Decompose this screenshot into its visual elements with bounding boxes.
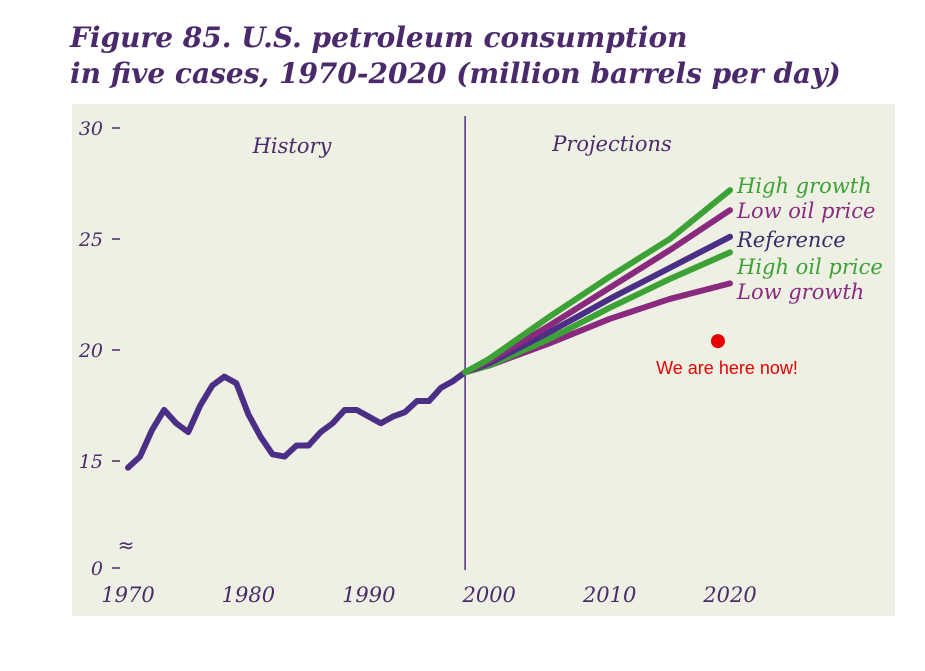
chart-title-line-1: Figure 85. U.S. petroleum consumption <box>70 21 688 54</box>
region-label-history: History <box>252 134 333 158</box>
y-tick-label: 0 <box>91 558 103 580</box>
y-tick-label: 30 <box>79 118 103 140</box>
series-label-reference: Reference <box>736 228 846 252</box>
line-layer <box>125 187 733 471</box>
x-tick-label: 2000 <box>461 583 515 607</box>
x-tick-label: 1970 <box>101 583 154 607</box>
y-tick-label: 20 <box>78 340 103 362</box>
axis-break-symbol: ≈ <box>118 533 135 557</box>
axis-layer: 30 25 20 15 0 ≈1970 1980 1990 2000 2010 2020 <box>78 116 757 607</box>
y-tick-label: 25 <box>78 229 103 251</box>
x-tick-label: 1980 <box>222 583 275 607</box>
series-label-high-growth: High growth <box>736 174 872 198</box>
annotation-label: We are here now! <box>656 358 798 378</box>
chart-title-line-2: in five cases, 1970-2020 (million barrel… <box>70 57 841 90</box>
region-label-projections: Projections <box>551 132 672 156</box>
y-tick-label: 15 <box>79 451 103 473</box>
chart-title: Figure 85. U.S. petroleum consumption in… <box>70 20 890 92</box>
series-label-low-oil-price: Low oil price <box>736 199 875 223</box>
series-label-high-oil-price: High oil price <box>736 255 883 279</box>
x-tick-label: 2010 <box>582 583 636 607</box>
history-line <box>125 369 469 471</box>
x-tick-label: 2020 <box>702 583 756 607</box>
series-line-high-growth <box>462 187 733 376</box>
series-label-low-growth: Low growth <box>736 280 864 304</box>
annotation-marker <box>710 334 725 349</box>
x-tick-label: 1990 <box>342 583 395 607</box>
